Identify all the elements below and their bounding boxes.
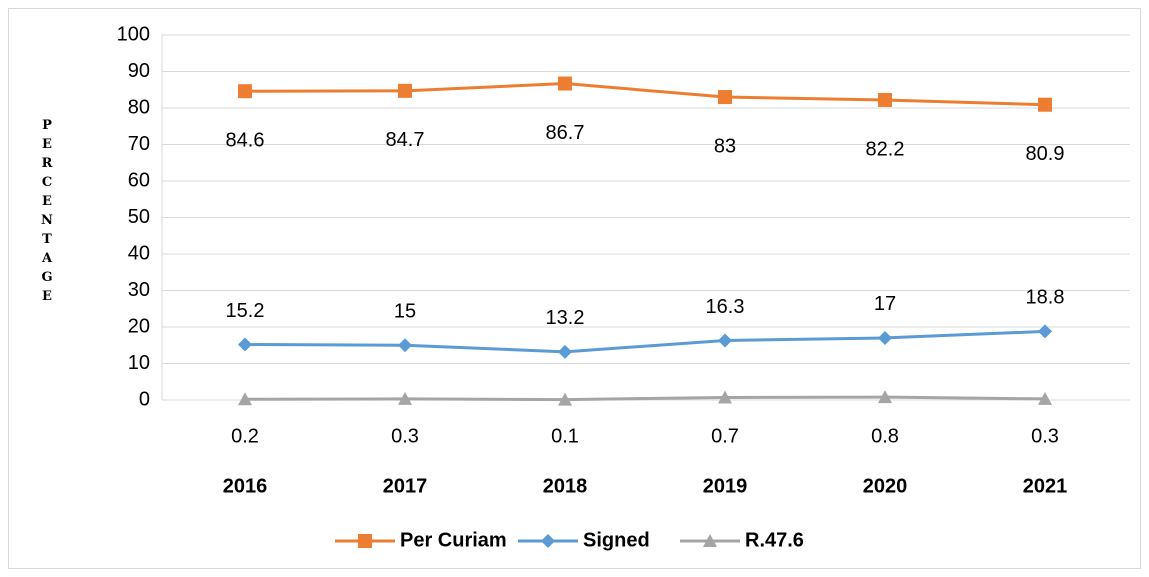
- y-axis-label: PERCENTAGE: [39, 118, 55, 308]
- data-label: 13.2: [546, 307, 585, 329]
- marker: [558, 344, 572, 359]
- data-label: 0.7: [711, 425, 739, 447]
- marker: [878, 390, 892, 404]
- data-label: 0.1: [551, 425, 579, 447]
- y-tick-label: 60: [128, 169, 150, 191]
- marker: [1038, 391, 1052, 405]
- data-label: 0.3: [1031, 425, 1059, 447]
- x-tick-label: 2016: [223, 475, 268, 497]
- x-tick-label: 2021: [1023, 475, 1068, 497]
- legend-label: Per Curiam: [400, 529, 507, 551]
- chart-border: [8, 8, 1141, 569]
- legend-label: R.47.6: [745, 529, 804, 551]
- x-tick-label: 2020: [863, 475, 908, 497]
- data-label: 0.8: [871, 425, 899, 447]
- data-label: 15.2: [226, 300, 265, 322]
- y-tick-label: 50: [128, 206, 150, 228]
- y-tick-label: 70: [128, 133, 150, 155]
- data-label: 86.7: [546, 122, 585, 144]
- marker: [878, 330, 892, 345]
- y-tick-label: 30: [128, 279, 150, 301]
- y-tick-label: 80: [128, 96, 150, 118]
- marker: [398, 338, 412, 353]
- marker: [703, 534, 717, 547]
- marker: [718, 333, 732, 348]
- marker: [878, 92, 892, 107]
- marker: [1038, 97, 1052, 112]
- marker: [558, 76, 572, 91]
- marker: [238, 84, 252, 99]
- data-label: 82.2: [866, 138, 905, 160]
- data-label: 84.7: [386, 129, 425, 151]
- marker: [718, 90, 732, 105]
- marker: [541, 534, 555, 548]
- x-tick-label: 2018: [543, 475, 588, 497]
- marker: [398, 83, 412, 98]
- line: [244, 329, 1046, 354]
- y-tick-label: 10: [128, 352, 150, 374]
- y-tick-label: 100: [117, 23, 150, 45]
- data-label: 80.9: [1026, 143, 1065, 165]
- data-label: 84.6: [226, 129, 265, 151]
- data-label: 16.3: [706, 296, 745, 318]
- marker: [358, 534, 372, 548]
- marker: [718, 390, 732, 404]
- y-tick-label: 40: [128, 242, 150, 264]
- line: [244, 395, 1046, 402]
- data-label: 83: [714, 135, 736, 157]
- y-tick-label: 90: [128, 60, 150, 82]
- legend-label: Signed: [583, 529, 650, 551]
- data-label: 0.3: [391, 425, 419, 447]
- marker: [238, 392, 252, 406]
- marker: [238, 337, 252, 352]
- data-label: 0.2: [231, 425, 259, 447]
- y-tick-label: 20: [128, 315, 150, 337]
- x-tick-label: 2017: [383, 475, 428, 497]
- y-tick-label: 0: [139, 388, 150, 410]
- line: [244, 82, 1046, 107]
- marker: [558, 392, 572, 406]
- marker: [398, 391, 412, 405]
- x-tick-label: 2019: [703, 475, 748, 497]
- data-label: 15: [394, 301, 416, 323]
- data-label: 18.8: [1026, 287, 1065, 309]
- marker: [1038, 324, 1052, 339]
- data-label: 17: [874, 293, 896, 315]
